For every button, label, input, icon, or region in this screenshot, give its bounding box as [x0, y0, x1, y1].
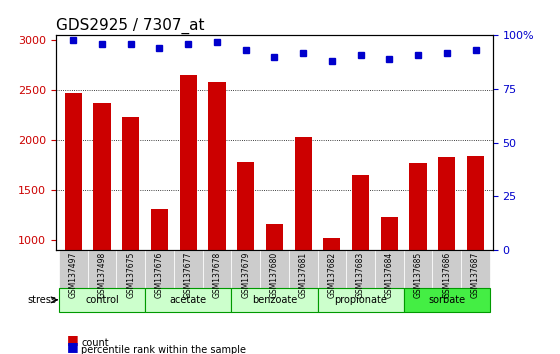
Text: acetate: acetate [170, 295, 207, 305]
Text: GSM137682: GSM137682 [328, 252, 337, 298]
FancyBboxPatch shape [145, 250, 174, 288]
Text: GSM137679: GSM137679 [241, 252, 250, 298]
Bar [438, 157, 455, 250]
FancyBboxPatch shape [87, 250, 116, 288]
Text: GDS2925 / 7307_at: GDS2925 / 7307_at [56, 18, 204, 34]
Bar [151, 209, 168, 250]
Text: GSM137686: GSM137686 [442, 252, 451, 298]
FancyBboxPatch shape [116, 250, 145, 288]
Text: ■: ■ [67, 341, 79, 353]
Text: GSM137687: GSM137687 [471, 252, 480, 298]
Bar [208, 82, 226, 250]
Bar [94, 103, 110, 250]
Bar [180, 75, 197, 250]
FancyBboxPatch shape [174, 250, 203, 288]
Text: GSM137678: GSM137678 [212, 252, 221, 298]
FancyBboxPatch shape [59, 250, 87, 288]
Text: benzoate: benzoate [252, 295, 297, 305]
Bar [64, 93, 82, 250]
Bar [467, 156, 484, 250]
Text: GSM137684: GSM137684 [385, 252, 394, 298]
Text: GSM137677: GSM137677 [184, 252, 193, 298]
FancyBboxPatch shape [404, 250, 432, 288]
Text: ■: ■ [67, 333, 79, 346]
FancyBboxPatch shape [203, 250, 231, 288]
Bar [409, 163, 427, 250]
Bar [381, 217, 398, 250]
Text: GSM137680: GSM137680 [270, 252, 279, 298]
FancyBboxPatch shape [375, 250, 404, 288]
Bar [295, 137, 312, 250]
FancyBboxPatch shape [231, 250, 260, 288]
FancyBboxPatch shape [346, 250, 375, 288]
FancyBboxPatch shape [289, 250, 318, 288]
Text: GSM137675: GSM137675 [126, 252, 135, 298]
Text: control: control [85, 295, 119, 305]
Text: GSM137683: GSM137683 [356, 252, 365, 298]
FancyBboxPatch shape [260, 250, 289, 288]
Text: GSM137498: GSM137498 [97, 252, 106, 298]
FancyBboxPatch shape [318, 288, 404, 312]
FancyBboxPatch shape [318, 250, 346, 288]
Bar [352, 175, 369, 250]
Bar [323, 238, 340, 250]
Text: GSM137681: GSM137681 [298, 252, 307, 298]
Text: sorbate: sorbate [428, 295, 465, 305]
Text: stress: stress [27, 295, 57, 305]
Text: count: count [81, 338, 109, 348]
Bar [237, 162, 254, 250]
FancyBboxPatch shape [432, 250, 461, 288]
Text: propionate: propionate [334, 295, 387, 305]
Bar [266, 224, 283, 250]
FancyBboxPatch shape [461, 250, 490, 288]
Text: GSM137497: GSM137497 [69, 252, 78, 298]
Text: GSM137676: GSM137676 [155, 252, 164, 298]
Bar [122, 117, 139, 250]
FancyBboxPatch shape [145, 288, 231, 312]
Text: percentile rank within the sample: percentile rank within the sample [81, 346, 246, 354]
FancyBboxPatch shape [231, 288, 318, 312]
Text: GSM137685: GSM137685 [414, 252, 423, 298]
FancyBboxPatch shape [59, 288, 145, 312]
FancyBboxPatch shape [404, 288, 490, 312]
